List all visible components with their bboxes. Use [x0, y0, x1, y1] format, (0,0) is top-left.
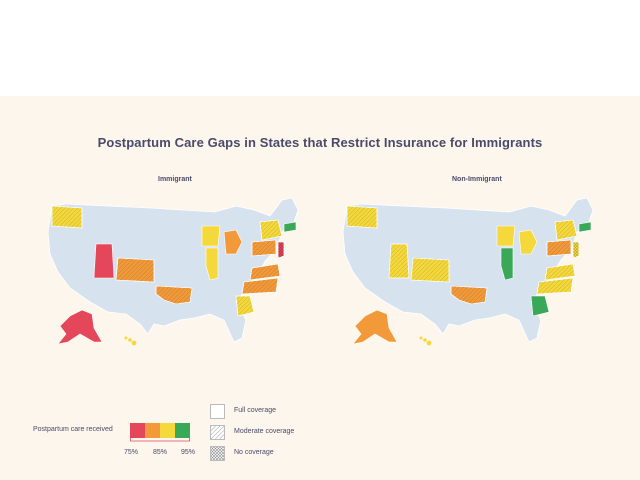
state-utah-hatch — [388, 243, 410, 279]
state-pennsylvania-hatch — [546, 239, 572, 257]
state-wisconsin — [496, 225, 516, 247]
coverage-full-label: Full coverage — [234, 407, 277, 414]
coverage-moderate-label: Moderate coverage — [234, 428, 295, 435]
state-wisconsin — [201, 225, 221, 247]
hawaii-shape — [124, 336, 137, 346]
us-map-immigrant — [47, 197, 299, 346]
state-washington-hatch — [51, 205, 83, 229]
state-michigan — [223, 229, 243, 255]
alaska-shape — [352, 309, 398, 345]
map-subtitle-immigrant: Immigrant — [158, 176, 192, 183]
state-virginia-hatch — [544, 263, 576, 281]
state-new-jersey-cross — [277, 241, 285, 259]
scale-swatch-green — [175, 423, 190, 438]
state-north-carolina-hatch — [536, 277, 574, 295]
hawaii-shape — [419, 336, 432, 346]
state-colorado-hatch — [115, 257, 155, 283]
state-new-york-hatch — [259, 219, 283, 241]
scale-swatch-yellow — [160, 423, 175, 438]
tick-95: 95% — [181, 449, 196, 456]
map-subtitle-non-immigrant: Non-Immigrant — [452, 176, 502, 183]
coverage-full-swatch — [210, 404, 225, 419]
state-virginia-hatch — [249, 263, 281, 281]
coverage-moderate-swatch — [210, 425, 225, 440]
coverage-none-swatch — [210, 446, 225, 461]
state-illinois — [500, 247, 514, 281]
state-new-jersey-cross — [572, 241, 580, 259]
state-washington-hatch — [346, 205, 378, 229]
care-received-label: Postpartum care received — [33, 426, 113, 433]
state-michigan — [518, 229, 538, 255]
state-new-york-hatch — [554, 219, 578, 241]
figure-title: Postpartum Care Gaps in States that Rest… — [97, 135, 543, 150]
state-utah — [93, 243, 115, 279]
scale-bracket — [130, 438, 190, 442]
state-georgia-hatch — [235, 295, 255, 317]
coverage-none-label: No coverage — [234, 449, 274, 456]
state-colorado-hatch — [410, 257, 450, 283]
state-north-carolina-hatch — [241, 277, 279, 295]
us-map-non-immigrant — [342, 197, 594, 346]
state-oklahoma-hatch — [155, 285, 193, 305]
state-illinois — [205, 247, 219, 281]
state-georgia — [530, 295, 550, 317]
scale-swatch-orange — [145, 423, 160, 438]
tick-85: 85% — [153, 449, 168, 456]
tick-75: 75% — [124, 449, 139, 456]
state-massachusetts — [283, 221, 297, 233]
state-pennsylvania-hatch — [251, 239, 277, 257]
alaska-shape — [57, 309, 103, 345]
state-massachusetts — [578, 221, 592, 233]
scale-swatch-red — [130, 423, 145, 438]
state-oklahoma-hatch — [450, 285, 488, 305]
